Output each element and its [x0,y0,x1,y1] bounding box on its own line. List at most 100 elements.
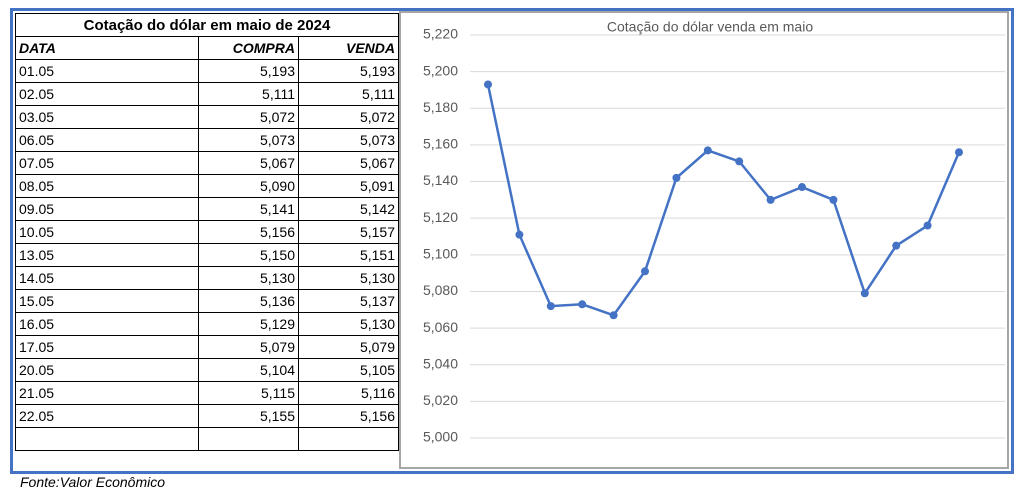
empty-row [15,427,399,451]
table-row: 14.05 5,130 5,130 [15,266,399,290]
y-tick-label: 5,060 [423,319,458,335]
table-row: 16.05 5,129 5,130 [15,312,399,336]
table-cell: 5,105 [298,358,399,382]
point [609,311,618,320]
table-cell: 5,079 [198,335,299,359]
y-tick-label: 5,020 [423,392,458,408]
point [860,289,869,298]
table-title: Cotação do dólar em maio de 2024 [15,13,399,37]
table-cell: 5,157 [298,220,399,244]
table-cell: 5,130 [298,312,399,336]
table-row: 08.05 5,090 5,091 [15,174,399,198]
table-cell: 10.05 [15,220,199,244]
table-row: 21.05 5,115 5,116 [15,381,399,405]
y-tick-label: 5,040 [423,355,458,371]
empty-cell [15,427,199,451]
y-tick-label: 5,180 [423,99,458,115]
point [703,146,712,155]
title-row: Cotação do dólar em maio de 2024 [15,13,399,37]
table-cell: 03.05 [15,105,199,129]
empty-cell [298,427,399,451]
chart-border [399,11,1009,469]
frame [10,8,1014,474]
table-cell: 5,090 [198,174,299,198]
table-cell: 06.05 [15,128,199,152]
table-cell: 08.05 [15,174,199,198]
point [766,195,775,204]
table-cell: 5,156 [198,220,299,244]
point [955,148,963,157]
table-cell: 5,067 [298,151,399,175]
line [486,84,961,317]
table-cell: 13.05 [15,243,199,267]
table-cell: 21.05 [15,381,199,405]
y-tick-label: 5,200 [423,62,458,78]
point [578,300,587,309]
table-cell: 14.05 [15,266,199,290]
table-cell: 5,111 [298,82,399,106]
table-cell: 5,151 [298,243,399,267]
source: Fonte:Valor Econômico [20,474,165,490]
table-cell: 5,091 [298,174,399,198]
y-tick-label: 5,080 [423,282,458,298]
table-cell: 5,115 [198,381,299,405]
table-cell: 5,136 [198,289,299,313]
table-cell: 5,130 [198,266,299,290]
empty-cell [198,427,299,451]
table-row: 17.05 5,079 5,079 [15,335,399,359]
y-tick-label: 5,140 [423,172,458,188]
header-row: DATA COMPRA VENDA [15,36,399,60]
table-cell: 09.05 [15,197,199,221]
header-cell: DATA [15,36,199,60]
table-cell: 5,073 [198,128,299,152]
table-cell: 5,079 [298,335,399,359]
table-cell: 5,116 [298,381,399,405]
table-cell: 5,129 [198,312,299,336]
table-cell: 5,150 [198,243,299,267]
table-cell: 17.05 [15,335,199,359]
table-cell: 5,155 [198,404,299,428]
table-row: 03.05 5,072 5,072 [15,105,399,129]
chart-title: Cotação do dólar venda em maio [607,19,813,35]
point [484,80,492,89]
table-cell: 02.05 [15,82,199,106]
header-cell: COMPRA [198,36,299,60]
point [546,302,555,311]
table-row: 02.05 5,111 5,111 [15,82,399,106]
table-row: 01.05 5,193 5,193 [15,59,399,83]
point [641,267,649,276]
point [515,230,524,239]
table-row: 20.05 5,104 5,105 [15,358,399,382]
table-cell: 16.05 [15,312,199,336]
table-cell: 07.05 [15,151,199,175]
quote-table: Cotação do dólar em maio de 2024 DATA COM… [15,13,399,451]
y-tick-label: 5,120 [423,209,458,225]
table-cell: 5,073 [298,128,399,152]
point [735,157,744,166]
table-cell: 5,156 [298,404,399,428]
table-row: 15.05 5,136 5,137 [15,289,399,313]
y-tick-label: 5,220 [423,26,458,42]
table-cell: 22.05 [15,404,199,428]
table-cell: 01.05 [15,59,199,83]
table-cell: 5,067 [198,151,299,175]
chart: Cotação do dólar venda em maio 5,000 5,02… [399,11,1009,469]
table-cell: 5,111 [198,82,299,106]
table-cell: 5,193 [298,59,399,83]
table-row: 09.05 5,141 5,142 [15,197,399,221]
table-cell: 5,142 [298,197,399,221]
table-cell: 15.05 [15,289,199,313]
table-cell: 5,072 [298,105,399,129]
point [829,195,838,204]
table-row: 10.05 5,156 5,157 [15,220,399,244]
header-cell: VENDA [298,36,399,60]
table-cell: 5,104 [198,358,299,382]
point [798,183,806,192]
point [923,221,932,230]
table-cell: 5,137 [298,289,399,313]
y-tick-label: 5,000 [423,429,458,445]
table-cell: 5,141 [198,197,299,221]
table-row: 13.05 5,150 5,151 [15,243,399,267]
point [672,173,681,182]
